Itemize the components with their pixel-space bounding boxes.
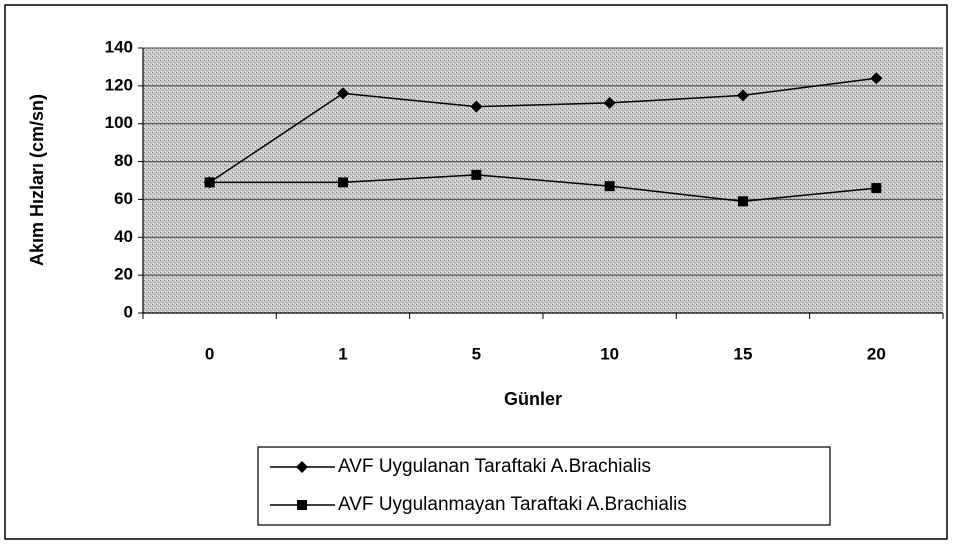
point [604, 181, 615, 192]
point [871, 183, 882, 194]
x-tick-label: 1 [338, 344, 347, 363]
y-tick-label: 20 [114, 265, 133, 284]
y-tick-label: 60 [114, 189, 133, 208]
series-line [209, 174, 877, 203]
point [204, 177, 215, 188]
x-tick-label: 20 [867, 344, 886, 363]
x-axis-title: Günler [504, 389, 562, 409]
point [470, 100, 483, 113]
legend-label: AVF Uygulanmayan Taraftaki A.Brachialis [338, 494, 687, 515]
point [471, 169, 482, 180]
x-tick-label: 0 [205, 344, 214, 363]
y-tick-label: 80 [114, 151, 133, 170]
point [870, 72, 883, 85]
x-tick-label: 5 [472, 344, 481, 363]
point [603, 96, 616, 109]
x-tick-label: 15 [734, 344, 753, 363]
y-tick-label: 40 [114, 227, 133, 246]
point [338, 177, 348, 188]
y-axis-title: Akım Hızları (cm/sn) [27, 94, 47, 266]
y-tick-label: 120 [105, 75, 133, 94]
y-tick-label: 140 [105, 37, 133, 56]
series-line [209, 77, 877, 184]
legend-box [257, 446, 831, 526]
point [738, 196, 748, 207]
point [737, 89, 749, 102]
point [337, 87, 349, 100]
point [297, 500, 307, 510]
x-tick-label: 10 [600, 344, 619, 363]
y-tick-label: 100 [105, 113, 133, 132]
y-tick-label: 0 [124, 302, 133, 321]
point [296, 461, 308, 473]
legend-label: AVF Uygulanan Taraftaki A.Brachialis [338, 456, 651, 477]
